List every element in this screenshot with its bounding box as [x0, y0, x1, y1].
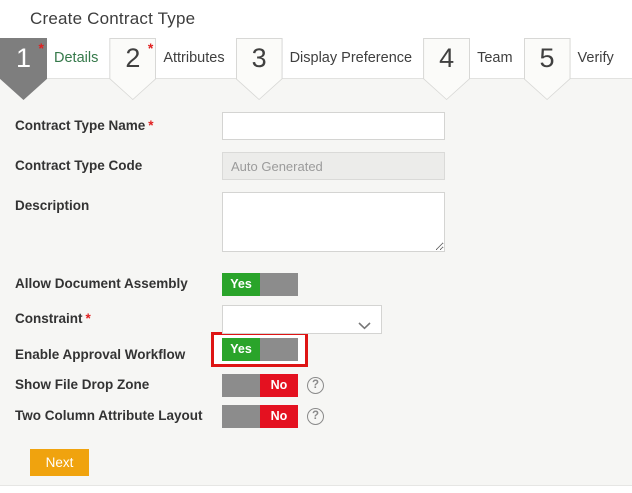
wizard-step-details[interactable]: 1 * Details [0, 38, 107, 100]
label-text: Enable Approval Workflow [15, 347, 186, 362]
show-file-drop-zone-row: Show File Drop Zone No ? [15, 374, 632, 397]
step-2-badge: 2 * [109, 38, 157, 100]
details-form-panel: Contract Type Name* Contract Type Code D… [0, 79, 632, 486]
two-column-attribute-layout-label: Two Column Attribute Layout [15, 405, 222, 423]
step-1-number: 1 [15, 43, 32, 73]
page-title: Create Contract Type [30, 9, 196, 28]
toggle-knob [260, 338, 298, 361]
wizard-step-verify[interactable]: 5 Verify [523, 38, 623, 100]
required-asterisk-icon: * [148, 118, 154, 133]
allow-document-assembly-row: Allow Document Assembly Yes [15, 273, 632, 296]
chevron-down-icon [358, 317, 371, 335]
contract-type-name-label: Contract Type Name * [15, 112, 222, 133]
step-3-badge: 3 [235, 38, 283, 100]
label-text: Two Column Attribute Layout [15, 408, 203, 423]
step-1-label: Details [54, 50, 99, 66]
step-4-label: Team [477, 50, 513, 66]
description-row: Description [15, 192, 632, 252]
constraint-select[interactable] [222, 305, 382, 334]
description-label: Description [15, 192, 222, 213]
enable-approval-workflow-label: Enable Approval Workflow [15, 338, 222, 362]
label-text: Show File Drop Zone [15, 377, 150, 392]
step-5-badge: 5 [523, 38, 571, 100]
constraint-label: Constraint * [15, 305, 222, 326]
step-4-badge: 4 [423, 38, 471, 100]
wizard-steps-bar: 1 * Details 2 * Attributes 3 Display Pre… [0, 38, 632, 100]
label-text: Description [15, 198, 90, 213]
label-text: Contract Type Name [15, 118, 146, 133]
page-header: Create Contract Type [0, 0, 632, 38]
enable-approval-workflow-row: Enable Approval Workflow Yes [15, 332, 632, 367]
help-icon[interactable]: ? [307, 408, 324, 425]
enable-approval-workflow-toggle[interactable]: Yes [222, 338, 298, 361]
required-asterisk-icon: * [38, 40, 44, 56]
label-text: Allow Document Assembly [15, 276, 188, 291]
contract-type-name-row: Contract Type Name * [15, 112, 632, 140]
step-4-number: 4 [439, 43, 455, 73]
toggle-knob [260, 273, 298, 296]
contract-type-name-input[interactable] [222, 112, 445, 140]
label-text: Constraint [15, 311, 83, 326]
step-3-label: Display Preference [289, 50, 413, 66]
highlight-box: Yes [211, 332, 308, 367]
contract-type-code-row: Contract Type Code [15, 152, 632, 180]
required-asterisk-icon: * [147, 40, 154, 56]
toggle-no-segment: No [260, 374, 298, 397]
contract-type-code-input [222, 152, 445, 180]
toggle-yes-segment: Yes [222, 273, 260, 296]
step-5-label: Verify [577, 50, 614, 66]
allow-document-assembly-label: Allow Document Assembly [15, 273, 222, 291]
next-button[interactable]: Next [30, 449, 89, 476]
label-text: Contract Type Code [15, 158, 143, 173]
show-file-drop-zone-label: Show File Drop Zone [15, 374, 222, 392]
wizard-step-attributes[interactable]: 2 * Attributes [109, 38, 233, 100]
toggle-knob [222, 405, 260, 428]
show-file-drop-zone-toggle[interactable]: No [222, 374, 298, 397]
description-textarea[interactable] [222, 192, 445, 252]
wizard-step-display-preference[interactable]: 3 Display Preference [235, 38, 422, 100]
help-icon[interactable]: ? [307, 377, 324, 394]
toggle-yes-segment: Yes [222, 338, 260, 361]
two-column-attribute-layout-row: Two Column Attribute Layout No ? [15, 405, 632, 428]
toggle-no-segment: No [260, 405, 298, 428]
step-5-number: 5 [539, 43, 555, 73]
step-1-badge: 1 * [0, 38, 47, 100]
allow-document-assembly-toggle[interactable]: Yes [222, 273, 298, 296]
step-2-label: Attributes [163, 50, 225, 66]
step-3-number: 3 [251, 43, 267, 73]
wizard-step-team[interactable]: 4 Team [423, 38, 521, 100]
step-2-number: 2 [125, 43, 141, 73]
two-column-attribute-layout-toggle[interactable]: No [222, 405, 298, 428]
required-asterisk-icon: * [85, 311, 91, 326]
toggle-knob [222, 374, 260, 397]
constraint-row: Constraint * [15, 305, 632, 334]
contract-type-code-label: Contract Type Code [15, 152, 222, 173]
